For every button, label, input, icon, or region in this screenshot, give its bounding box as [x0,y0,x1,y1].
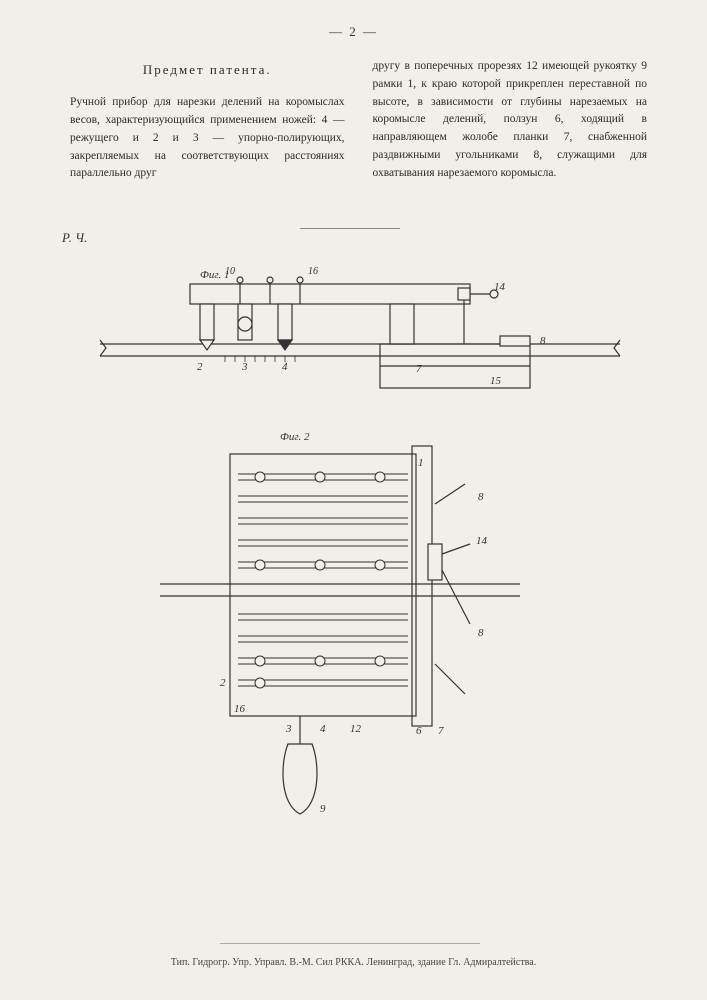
section-separator [300,228,400,229]
svg-text:12: 12 [350,723,362,735]
left-column-text: Ручной прибор для нарезки делений на кор… [70,96,345,179]
svg-text:8: 8 [478,491,484,503]
imprint-footer: Тип. Гидрогр. Упр. Управл. В.-М. Сил РКК… [0,957,707,968]
text-columns: Предмет патента. Ручной прибор для нарез… [70,58,647,183]
svg-text:16: 16 [308,266,318,277]
svg-text:14: 14 [476,535,488,547]
svg-text:8: 8 [540,335,546,347]
svg-text:10: 10 [225,266,235,277]
svg-text:1: 1 [418,457,424,469]
patent-page: — 2 — Предмет патента. Ручной прибор для… [0,0,707,1000]
svg-text:7: 7 [416,363,422,375]
svg-text:2: 2 [220,677,226,689]
svg-text:2: 2 [197,361,203,373]
svg-text:7: 7 [438,725,444,737]
svg-text:3: 3 [241,361,248,373]
svg-text:4: 4 [320,723,326,735]
claim-heading: Предмет патента. [70,60,345,80]
left-column: Предмет патента. Ручной прибор для нарез… [70,58,345,183]
svg-text:8: 8 [478,627,484,639]
fig1: Фиг. 1 [100,266,620,388]
right-column-text: другу в поперечных прорезях 12 имеющей р… [373,60,648,179]
svg-text:9: 9 [320,803,326,815]
fig2-label: Фиг. 2 [280,431,310,443]
svg-text:16: 16 [234,703,246,715]
page-number: — 2 — [0,24,707,40]
right-column: другу в поперечных прорезях 12 имеющей р… [373,58,648,183]
fig2: Фиг. 2 [160,431,520,815]
figures-svg: Фиг. 1 [60,244,650,844]
svg-text:14: 14 [494,281,506,293]
figures-area: Фиг. 1 [60,244,650,844]
svg-text:4: 4 [282,361,288,373]
svg-text:15: 15 [490,375,502,387]
svg-text:6: 6 [416,725,422,737]
footer-separator [220,943,480,944]
svg-text:3: 3 [285,723,292,735]
